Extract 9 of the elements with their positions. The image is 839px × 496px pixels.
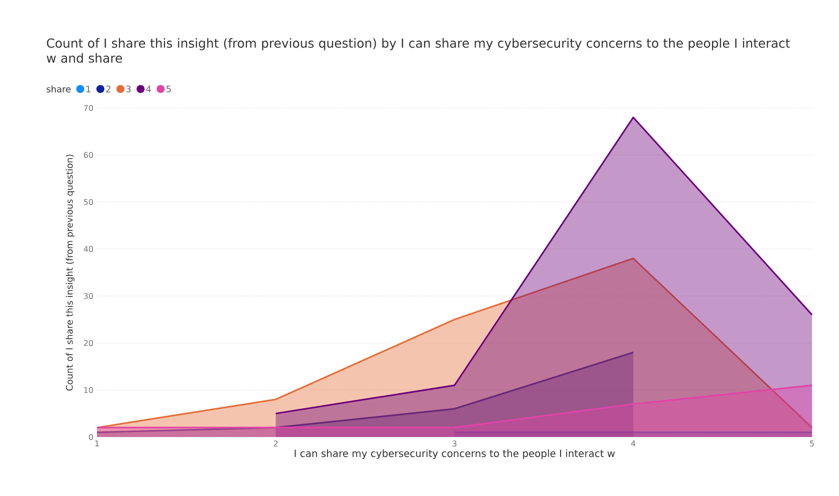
legend-label: 2 — [106, 86, 110, 92]
legend-label: 3 — [126, 86, 131, 92]
x-axis-title: I can share my cybersecurity concerns to the people I interact w — [294, 449, 615, 460]
legend-title: share — [46, 86, 71, 92]
legend-label: 4 — [146, 86, 151, 92]
y-axis-title: Count of I share this insight (from previous question) — [66, 154, 74, 391]
legend-label: 1 — [86, 86, 90, 92]
chart-title: Count of I share this insight (from previous question) by I can share my cybersecurity concerns to the people I interact w and share — [46, 38, 790, 63]
legend-label: 5 — [166, 86, 171, 92]
